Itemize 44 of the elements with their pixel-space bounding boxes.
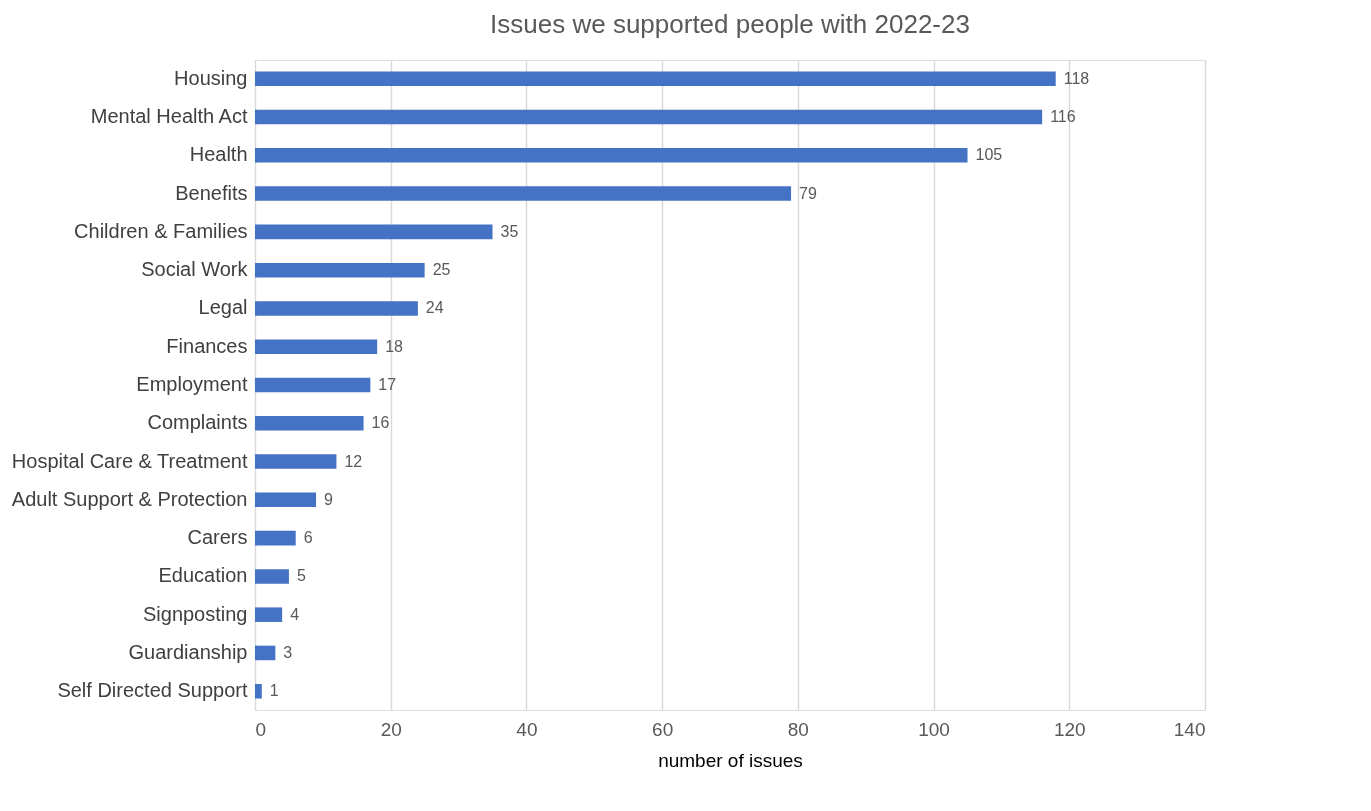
data-label: 18: [385, 337, 404, 355]
x-tick-label: 120: [1053, 718, 1086, 740]
y-tick-label: Mental Health Act: [90, 105, 248, 128]
data-label: 25: [432, 261, 451, 279]
y-tick-label: Health: [189, 143, 248, 166]
y-tick-label: Education: [158, 564, 248, 587]
x-tick-label: 0: [255, 718, 267, 740]
x-tick-label: 40: [516, 718, 538, 740]
y-tick-label: Self Directed Support: [57, 679, 248, 702]
y-tick-label: Legal: [198, 296, 248, 319]
y-tick-label: Hospital Care & Treatment: [11, 449, 248, 472]
x-tick-label: 80: [787, 718, 809, 740]
y-tick-label: Benefits: [175, 181, 248, 204]
x-tick-label: 60: [652, 718, 674, 740]
data-label: 105: [975, 146, 1003, 164]
data-label: 12: [344, 452, 363, 470]
data-label: 4: [290, 605, 300, 623]
y-tick-label: Guardianship: [128, 640, 248, 663]
data-label: 16: [371, 414, 390, 432]
x-axis-title: number of issues: [658, 749, 803, 771]
x-tick-label: 100: [918, 718, 950, 740]
y-tick-label: Children & Families: [74, 219, 248, 242]
x-tick-label: 140: [1173, 718, 1206, 740]
data-label: 1: [269, 682, 279, 700]
chart-title: Issues we supported people with 2022-23: [490, 9, 970, 39]
data-label: 35: [500, 222, 519, 240]
data-label: 17: [378, 376, 397, 393]
y-tick-label: Complaints: [147, 411, 248, 434]
y-tick-label: Carers: [187, 526, 248, 549]
y-tick-label: Signposting: [142, 602, 248, 625]
y-tick-label: Finances: [166, 334, 248, 357]
y-tick-label: Employment: [136, 373, 248, 395]
data-label: 116: [1050, 108, 1076, 126]
data-label: 3: [283, 643, 293, 661]
y-tick-label: Housing: [174, 66, 248, 89]
data-label: 9: [324, 490, 334, 508]
y-tick-label: Adult Support & Protection: [11, 487, 248, 510]
y-tick-label: Social Work: [141, 258, 249, 281]
data-label: 24: [425, 299, 444, 317]
data-label: 5: [296, 567, 306, 585]
data-label: 79: [799, 184, 817, 202]
data-label: 118: [1063, 69, 1090, 87]
x-tick-label: 20: [380, 718, 402, 740]
data-label: 6: [303, 529, 313, 547]
